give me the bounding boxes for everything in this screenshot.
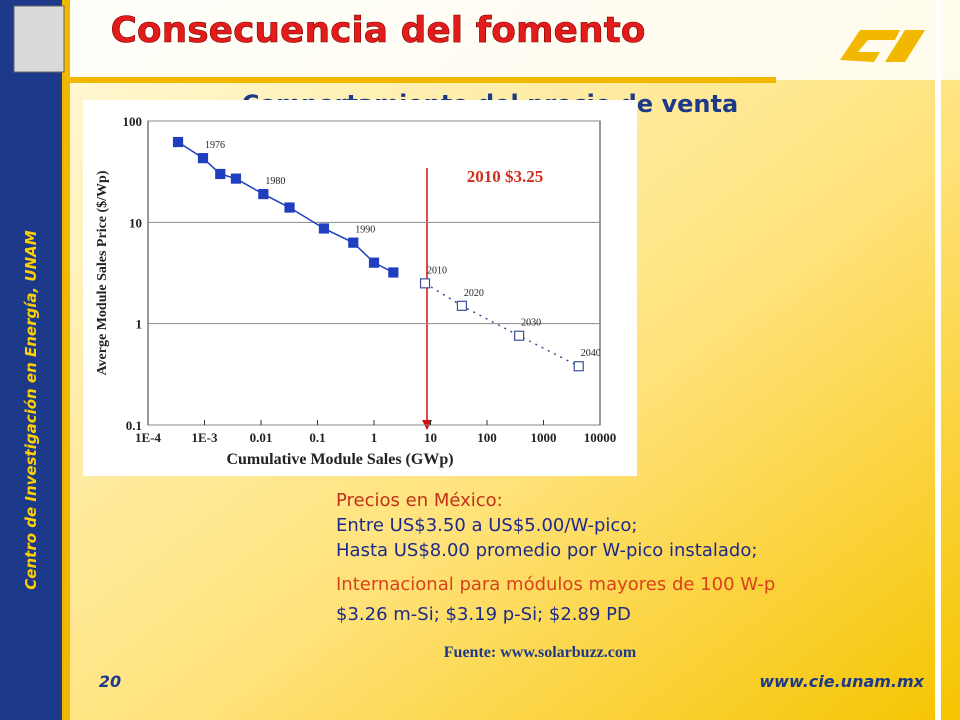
side-stripe xyxy=(62,0,70,720)
x-tick-label: 1E-3 xyxy=(192,430,219,445)
x-tick-label: 0.01 xyxy=(250,430,273,445)
note: Entre US$3.50 a US$5.00/W-pico; xyxy=(336,515,637,536)
source: Fuente: www.solarbuzz.com xyxy=(444,644,637,661)
y-tick-label: 1 xyxy=(136,317,143,332)
point xyxy=(368,257,380,268)
side-band xyxy=(0,0,62,720)
point xyxy=(456,300,468,311)
page-number: 20 xyxy=(99,672,121,691)
header-band xyxy=(0,0,960,80)
chart-bg xyxy=(83,100,637,476)
x-tick-label: 100 xyxy=(477,430,497,445)
x-tick-label: 1E-4 xyxy=(135,430,162,445)
note: Internacional para módulos mayores de 10… xyxy=(336,574,775,595)
point xyxy=(348,237,359,248)
note: Hasta US$8.00 promedio por W-pico instal… xyxy=(336,540,757,561)
point-label: 1980 xyxy=(265,176,285,187)
point xyxy=(172,136,184,148)
y-tick-label: 100 xyxy=(123,114,143,129)
point-label: 2030 xyxy=(521,318,541,329)
slide-title: Consecuencia del fomento xyxy=(110,10,645,51)
notes: Precios en México: Entre US$3.50 a US$5.… xyxy=(336,490,775,625)
series-line xyxy=(177,141,394,274)
cie-logo xyxy=(840,30,925,62)
point-label: 1976 xyxy=(205,140,225,151)
point xyxy=(318,223,330,234)
point xyxy=(514,330,525,341)
annotation: 2010 $3.25 xyxy=(467,167,544,186)
series-line xyxy=(424,282,580,367)
point xyxy=(284,202,295,213)
x-tick-label: 10 xyxy=(424,430,437,445)
point-label: 1990 xyxy=(355,225,375,236)
point-label: 2010 xyxy=(427,265,447,276)
point xyxy=(573,361,584,372)
point xyxy=(388,267,399,278)
point xyxy=(197,153,209,164)
chart: Cumulative Module Sales (GWp) Averge Mod… xyxy=(83,100,637,476)
unam-crest xyxy=(13,5,65,73)
point xyxy=(230,173,242,184)
x-tick-label: 0.1 xyxy=(309,430,325,445)
point xyxy=(215,168,226,180)
point-label: 2020 xyxy=(464,288,484,299)
point xyxy=(419,278,431,289)
y-tick-label: 10 xyxy=(129,215,142,230)
y-tick-label: 0.1 xyxy=(126,418,142,433)
x-tick-label: 10000 xyxy=(584,430,617,445)
note: $3.26 m-Si; $3.19 p-Si; $2.89 PD xyxy=(336,604,631,625)
url: www.cie.unam.mx xyxy=(759,672,924,691)
point xyxy=(258,188,269,200)
x-tick-label: 1 xyxy=(371,430,378,445)
title-rule xyxy=(62,77,776,83)
y-axis-label: Averge Module Sales Price ($/Wp) xyxy=(95,170,110,375)
side-text: Centro de Investigación en Energía, UNAM xyxy=(22,230,40,589)
point-label: 2040 xyxy=(581,348,601,359)
x-axis-label: Cumulative Module Sales (GWp) xyxy=(226,451,453,468)
note: Precios en México: xyxy=(336,490,503,511)
x-tick-label: 1000 xyxy=(531,430,557,445)
right-stripe xyxy=(935,0,941,720)
